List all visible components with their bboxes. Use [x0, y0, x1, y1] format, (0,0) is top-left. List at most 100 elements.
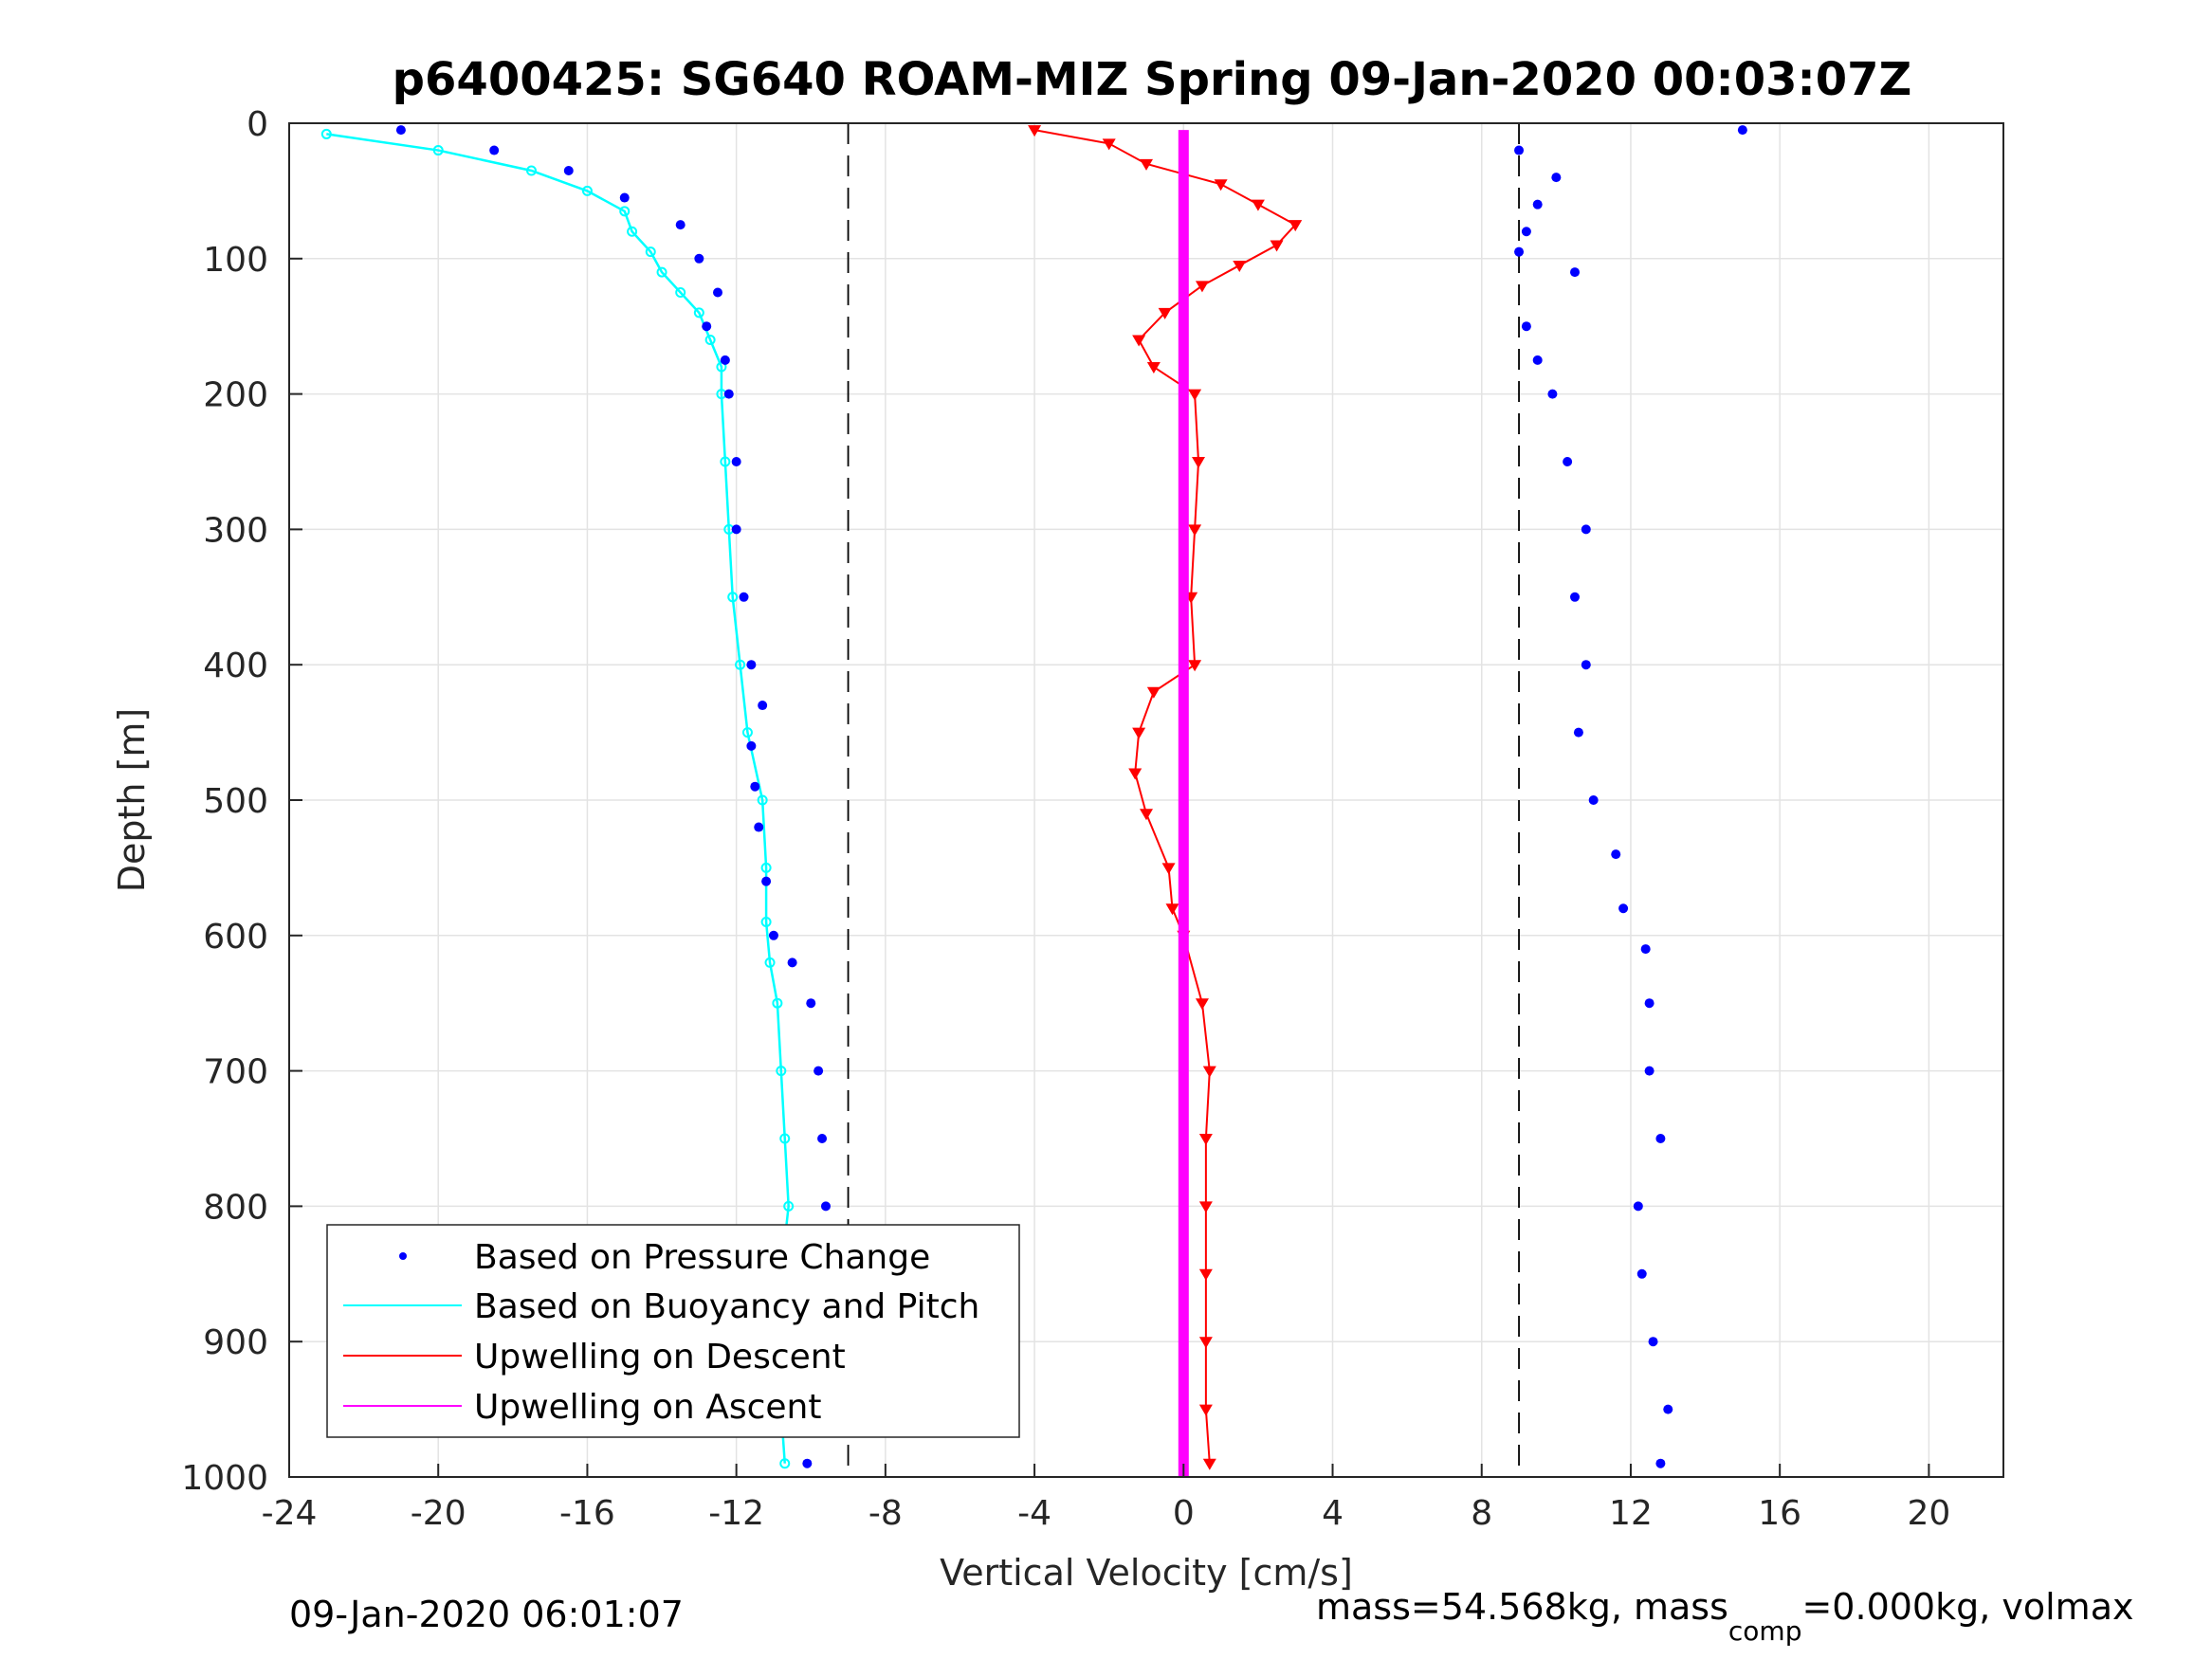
buoyancy-pitch-point [727, 592, 739, 603]
descent-upwelling-point [1198, 1404, 1213, 1416]
buoyancy-pitch-point [720, 456, 731, 467]
buoyancy-pitch-point [320, 128, 332, 139]
pressure-change-point [1551, 173, 1562, 183]
legend-label-descent: Upwelling on Descent [474, 1338, 846, 1376]
descent-upwelling-point [1128, 768, 1143, 780]
pressure-change-point [713, 287, 722, 298]
x-tick-label: 4 [1322, 1494, 1344, 1533]
pressure-change-point [1618, 903, 1629, 914]
pressure-change-point [1636, 1268, 1647, 1279]
axis-ticks: -24 -20 -16 -12 -8 -4 0 4 8 12 16 20010020030040050… [181, 105, 1950, 1533]
footer-mass-rest: =0.000kg, volmax [1801, 1586, 2133, 1628]
buoyancy-pitch-point [432, 145, 444, 156]
footer-timestamp: 09-Jan-2020 06:01:07 [289, 1594, 684, 1635]
x-tick-label: -8 [868, 1494, 903, 1533]
grid [288, 122, 2003, 1478]
pressure-change-point [1633, 1201, 1643, 1212]
pressure-change-point [1611, 849, 1621, 860]
footer-mass-subscript: comp [1728, 1615, 1802, 1647]
x-tick-label: -24 [262, 1494, 318, 1533]
buoyancy-pitch-point [735, 659, 746, 670]
y-axis-label: Depth [m] [111, 708, 153, 893]
pressure-change-point [1581, 524, 1591, 535]
descent-upwelling-point [1214, 179, 1228, 191]
y-tick-label: 200 [203, 376, 268, 415]
x-tick-label: 16 [1758, 1494, 1801, 1533]
buoyancy-pitch-point [760, 862, 772, 873]
pressure-change-point [1644, 1066, 1654, 1076]
pressure-change-point [802, 1458, 813, 1468]
pressure-change-point [702, 321, 712, 332]
buoyancy-pitch-point [525, 165, 537, 176]
descent-upwelling-point [1202, 1458, 1216, 1470]
x-axis-label: Vertical Velocity [cm/s] [940, 1552, 1353, 1594]
buoyancy-pitch-point [757, 794, 768, 806]
legend-marker-pressure [399, 1252, 407, 1260]
pressure-change-point [746, 740, 757, 751]
pressure-change-point [1648, 1337, 1658, 1347]
y-tick-label: 100 [203, 241, 268, 280]
pressure-change-point [1663, 1404, 1673, 1414]
pressure-change-point [619, 192, 630, 203]
y-tick-label: 300 [203, 511, 268, 550]
x-tick-label: 12 [1609, 1494, 1653, 1533]
buoyancy-pitch-point [776, 1066, 787, 1077]
descent-upwelling-point [1140, 158, 1153, 171]
x-tick-label: -20 [411, 1494, 466, 1533]
legend: Based on Pressure Change Based on Buoyan… [326, 1224, 1020, 1438]
pressure-change-point [1588, 795, 1599, 805]
descent-upwelling-point [1202, 1066, 1216, 1078]
descent-upwelling-point [1140, 809, 1153, 821]
pressure-change-point [1521, 227, 1531, 237]
pressure-change-point [1570, 267, 1580, 278]
pressure-change-point [750, 781, 760, 792]
pressure-change-point [820, 1201, 831, 1212]
pressure-change-point [1514, 145, 1525, 155]
descent-upwelling-point [1146, 362, 1161, 374]
y-tick-label: 500 [203, 782, 268, 821]
pressure-change-point [1532, 355, 1543, 365]
x-tick-label: 8 [1471, 1494, 1492, 1533]
buoyancy-pitch-point [627, 226, 638, 237]
legend-box [326, 1224, 1020, 1438]
buoyancy-pitch-point [656, 266, 667, 278]
pressure-change-point [1640, 944, 1651, 955]
descent-upwelling-point [1195, 998, 1209, 1011]
buoyancy-pitch-point [783, 1200, 795, 1212]
descent-upwelling-point [1132, 335, 1146, 347]
descent-upwelling-point [1028, 125, 1042, 137]
pressure-change-point [731, 457, 741, 466]
legend-label-buoyancy: Based on Buoyancy and Pitch [474, 1287, 979, 1326]
descent-upwelling-point [1188, 524, 1202, 537]
descent-upwelling-point [1188, 389, 1202, 401]
pressure-change-point [1514, 246, 1525, 257]
y-tick-label: 800 [203, 1188, 268, 1227]
y-tick-label: 900 [203, 1323, 268, 1362]
footer-mass: mass=54.568kg, mass [1316, 1586, 1728, 1628]
pressure-change-point [739, 592, 749, 602]
descent-upwelling-point [1102, 138, 1116, 151]
descent-upwelling-point [1198, 1268, 1213, 1281]
descent-upwelling-point [1198, 1337, 1213, 1349]
descent-upwelling-point [1158, 307, 1172, 319]
descent-upwelling-point [1198, 1201, 1213, 1213]
x-tick-label: 0 [1173, 1494, 1195, 1533]
chart-title: p6400425: SG640 ROAM-MIZ Spring 09-Jan-2… [393, 53, 1912, 106]
pressure-change-point [817, 1134, 828, 1143]
pressure-change-point [563, 165, 574, 175]
descent-upwelling-point [1188, 660, 1202, 672]
pressure-change-point [731, 524, 741, 535]
descent-upwelling-point [1192, 457, 1206, 468]
descent-upwelling-point [1270, 240, 1284, 252]
legend-label-ascent: Upwelling on Ascent [474, 1388, 821, 1427]
descent-upwelling-point [1165, 903, 1179, 916]
footer-mass-info: mass=54.568kg, masscomp=0.000kg, volmax [1316, 1586, 2133, 1647]
pressure-change-point [675, 220, 686, 230]
y-tick-label: 600 [203, 918, 268, 957]
pressure-change-point [1521, 321, 1531, 332]
pressure-change-point [1532, 199, 1543, 210]
pressure-change-point [761, 876, 772, 886]
descent-upwelling-point [1289, 220, 1303, 232]
descent-upwelling-point [1132, 727, 1146, 739]
x-tick-label: 20 [1907, 1494, 1950, 1533]
